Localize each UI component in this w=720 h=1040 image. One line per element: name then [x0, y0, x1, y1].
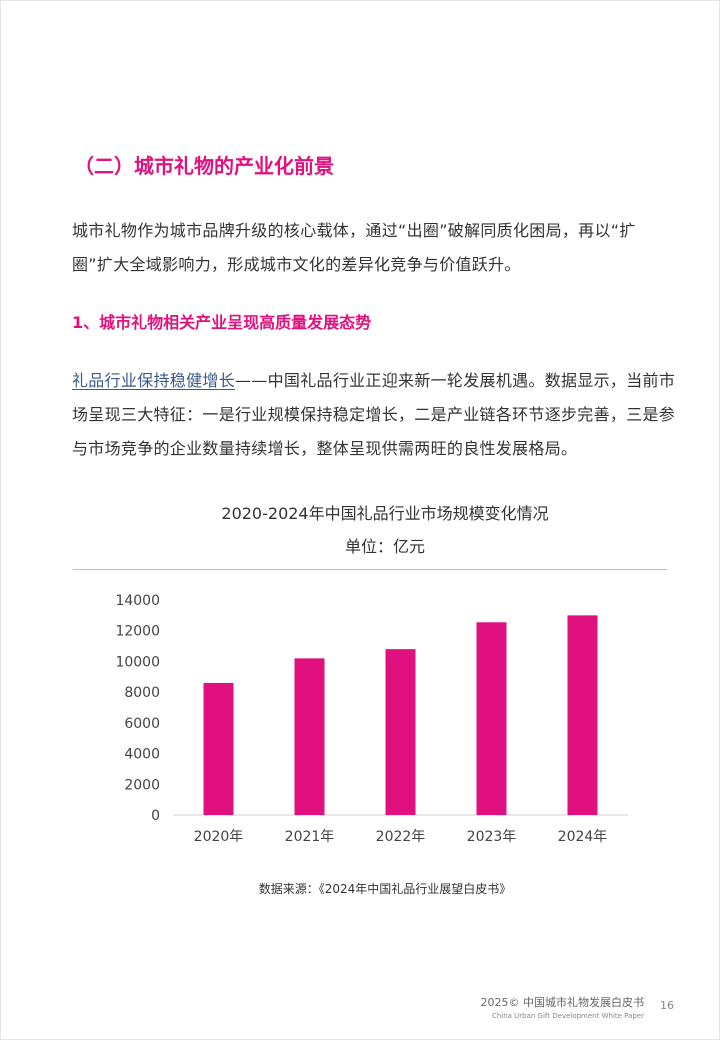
- y-tick-label: 4000: [124, 747, 160, 763]
- y-tick-label: 8000: [124, 685, 160, 701]
- bar-5: [567, 615, 598, 815]
- subsection-title: 1、城市礼物相关产业呈现高质量发展态势: [72, 313, 372, 332]
- chart-divider: [73, 569, 667, 570]
- y-tick-label: 0: [151, 808, 160, 824]
- y-tick-label: 10000: [115, 654, 160, 670]
- page-number: 16: [660, 999, 674, 1012]
- footer-subtitle: China Urban Gift Development White Paper: [491, 1012, 644, 1020]
- bar-4: [476, 622, 507, 815]
- x-tick-label: 2021年: [285, 829, 335, 845]
- chart-source: 数据来源：《2024年中国礼品行业展望白皮书》: [258, 882, 512, 896]
- industry-paragraph-text: ——中国礼品行业正迎来新一轮发展机遇。数据显示，当前市场呈现三大特征：一是行业规…: [72, 371, 676, 458]
- x-tick-label: 2023年: [467, 829, 517, 845]
- section-title: （二）城市礼物的产业化前景: [74, 154, 334, 178]
- bar-1: [203, 682, 234, 815]
- x-tick-label: 2024年: [558, 829, 608, 845]
- y-tick-label: 12000: [115, 624, 160, 640]
- chart-title: 2020-2024年中国礼品行业市场规模变化情况: [221, 504, 549, 523]
- y-tick-label: 2000: [124, 777, 160, 793]
- bar-3: [385, 649, 416, 815]
- bar-chart: 0 2000 4000 6000 8000 10000 12000 14000 2020年 202…: [115, 593, 628, 845]
- x-tick-label: 2022年: [376, 829, 426, 845]
- industry-growth-link[interactable]: 礼品行业保持稳健增长: [72, 371, 236, 390]
- x-tick-label: 2020年: [194, 829, 244, 845]
- y-tick-label: 6000: [124, 716, 160, 732]
- y-tick-label: 14000: [115, 593, 160, 609]
- chart-unit: 单位：亿元: [344, 537, 425, 556]
- bar-2: [294, 658, 325, 815]
- footer-title: 2025© 中国城市礼物发展白皮书: [480, 996, 645, 1009]
- intro-paragraph: 城市礼物作为城市品牌升级的核心载体，通过“出圈”破解同质化困局，再以“扩圈”扩大…: [72, 221, 636, 274]
- industry-paragraph: 礼品行业保持稳健增长——中国礼品行业正迎来新一轮发展机遇。数据显示，当前市场呈现…: [72, 364, 676, 466]
